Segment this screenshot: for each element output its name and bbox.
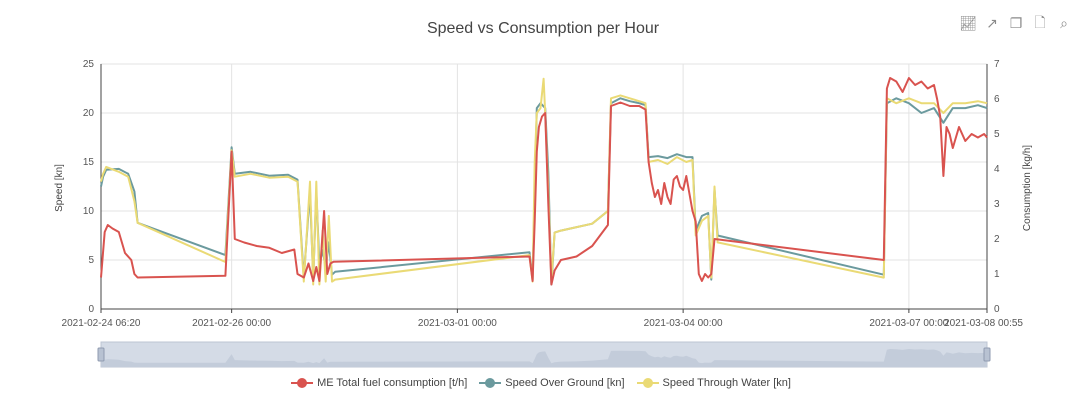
legend: ME Total fuel consumption [t/h] Speed Ove… [0,377,1082,391]
legend-item[interactable]: Speed Over Ground [kn] [479,377,625,389]
axes: 0 5 10 15 20 25 0 1 2 3 4 5 6 7 2021-02-24 06:20 2021-0… [62,59,1024,329]
legend-label: Speed Over Ground [kn] [505,377,625,389]
y-tick-label: 0 [88,304,94,315]
series-line[interactable] [100,77,988,286]
legend-swatch [636,378,659,388]
y-tick-label: 15 [83,157,95,168]
y2-axis-label: Consumption [kg/h] [1022,145,1033,231]
x-tick-label: 2021-03-08 00:55 [944,318,1023,329]
range-slider-preview [101,349,987,367]
y-tick-label: 25 [83,59,95,70]
legend-label: Speed Through Water [kn] [662,377,791,389]
range-slider-right-handle[interactable] [983,347,991,362]
legend-swatch [479,378,502,388]
range-slider-left-handle[interactable] [97,347,105,362]
y2-tick-label: 2 [994,234,1000,245]
range-slider[interactable] [97,341,991,368]
y2-tick-label: 6 [994,94,1000,105]
y-tick-label: 5 [88,255,94,266]
x-tick-label: 2021-02-24 06:20 [62,318,141,329]
x-tick-label: 2021-02-26 00:00 [192,318,271,329]
y-axis-label: Speed [kn] [54,164,65,212]
y2-tick-label: 5 [994,129,1000,140]
y2-tick-label: 4 [994,164,1000,175]
plot-area[interactable] [100,77,988,286]
series-line[interactable] [100,77,988,286]
y2-tick-label: 7 [994,59,1000,70]
y2-tick-label: 3 [994,199,1000,210]
external-link-icon[interactable]: ↗ [986,16,998,32]
copy-icon[interactable]: ❐ [1009,16,1023,32]
search-icon[interactable]: ⌕ [1060,16,1068,32]
document-icon[interactable]: 🗋 [1034,15,1046,31]
legend-label: ME Total fuel consumption [t/h] [317,377,468,389]
chart-title: Speed vs Consumption per Hour [427,20,660,37]
y-tick-label: 20 [83,108,95,119]
legend-item[interactable]: Speed Through Water [kn] [636,377,791,389]
legend-swatch [291,378,314,388]
chart-toolbar: 📈︎ ↗ ❐ 🗋 ⌕ [958,14,1074,34]
line-chart-icon[interactable]: 📈︎ [959,16,977,32]
x-tick-label: 2021-03-01 00:00 [418,318,497,329]
y2-tick-label: 0 [994,304,1000,315]
legend-item[interactable]: ME Total fuel consumption [t/h] [291,377,467,389]
x-tick-label: 2021-03-04 00:00 [644,318,723,329]
x-tick-label: 2021-03-07 00:00 [869,318,948,329]
y2-tick-label: 1 [994,269,1000,280]
y-tick-label: 10 [83,206,95,217]
